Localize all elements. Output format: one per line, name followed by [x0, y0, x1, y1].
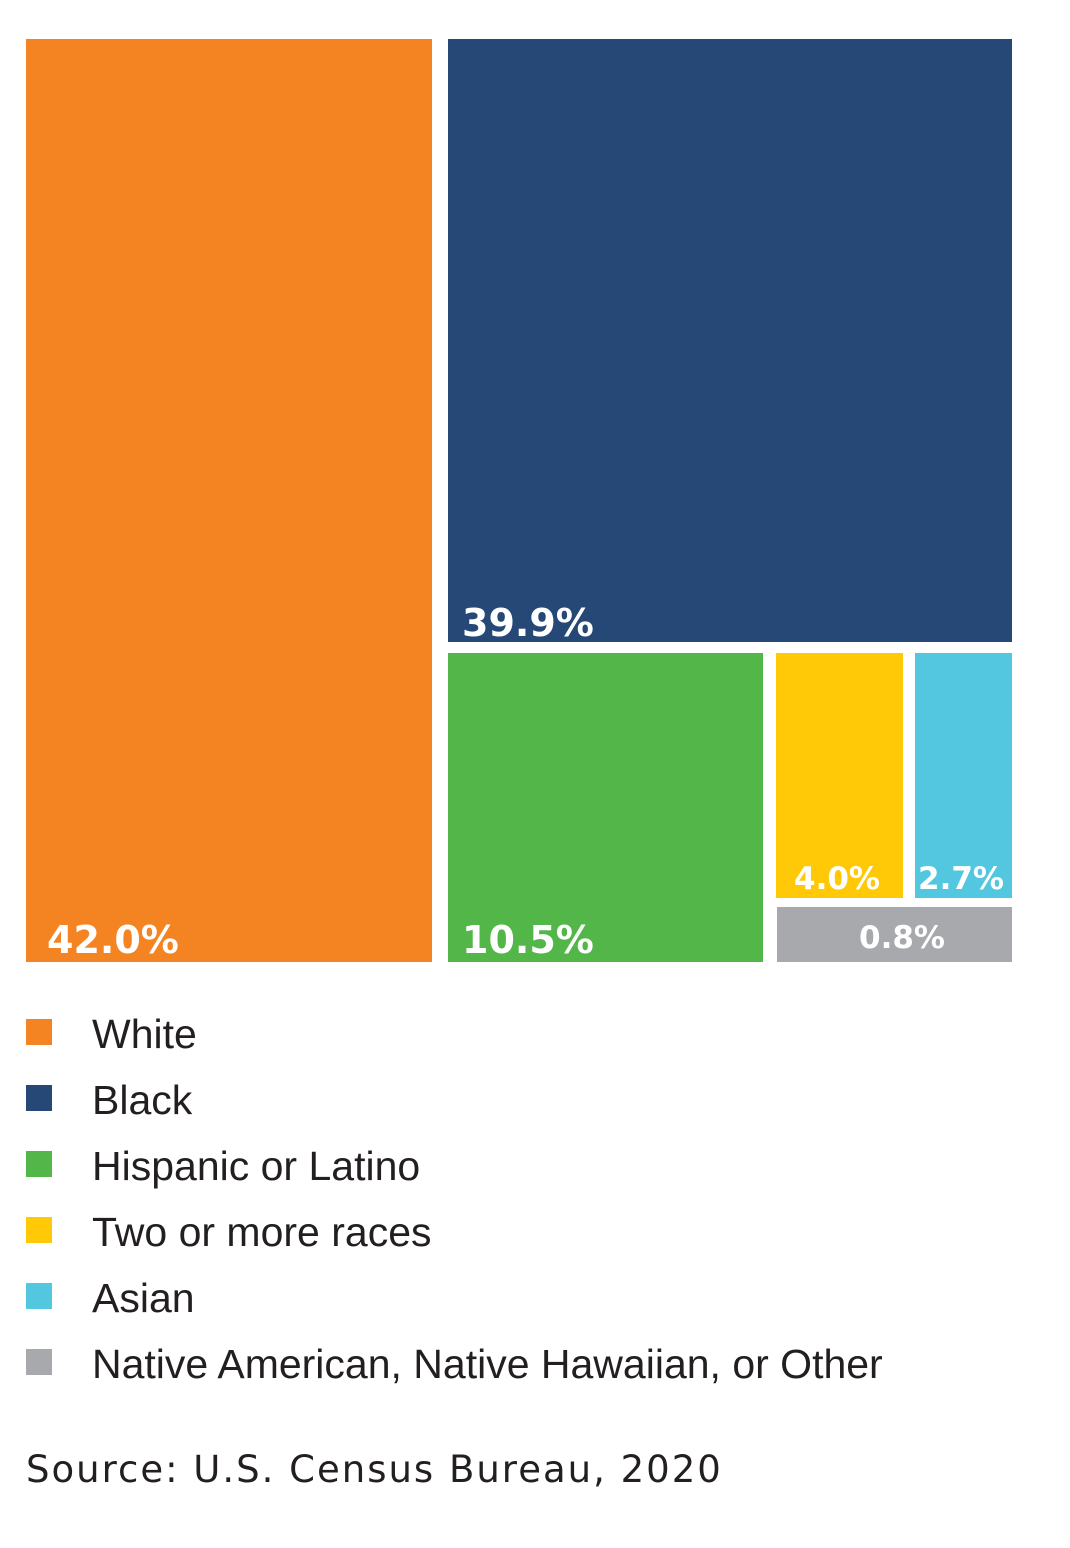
tile-white — [26, 39, 432, 962]
legend-label-hispanic: Hispanic or Latino — [92, 1143, 421, 1189]
legend-swatch-black — [26, 1085, 52, 1111]
legend-swatch-hispanic — [26, 1151, 52, 1177]
tile-label-two-or-more: 4.0% — [794, 861, 880, 897]
tile-hispanic — [448, 653, 763, 962]
legend-swatch-two-or-more — [26, 1217, 52, 1243]
tile-label-hispanic: 10.5% — [462, 918, 594, 962]
legend-label-black: Black — [92, 1077, 193, 1123]
legend-swatch-white — [26, 1019, 52, 1045]
source-note: Source: U.S. Census Bureau, 2020 — [26, 1448, 723, 1491]
tile-label-white: 42.0% — [47, 918, 179, 962]
tile-black — [448, 39, 1012, 642]
legend-label-two-or-more: Two or more races — [92, 1209, 432, 1255]
tile-two-or-more — [776, 653, 903, 898]
tile-other — [777, 907, 1012, 962]
tile-asian — [915, 653, 1012, 898]
legend-label-white: White — [92, 1011, 197, 1057]
legend-swatch-asian — [26, 1283, 52, 1309]
tile-label-black: 39.9% — [462, 601, 594, 645]
legend-label-other: Native American, Native Hawaiian, or Oth… — [92, 1341, 883, 1387]
tile-label-other: 0.8% — [859, 920, 945, 956]
treemap-chart: 42.0% 39.9% 10.5% 4.0% 2.7% 0.8% — [26, 39, 1012, 962]
legend-label-asian: Asian — [92, 1275, 195, 1321]
legend-swatch-other — [26, 1349, 52, 1375]
tile-label-asian: 2.7% — [918, 861, 1004, 897]
